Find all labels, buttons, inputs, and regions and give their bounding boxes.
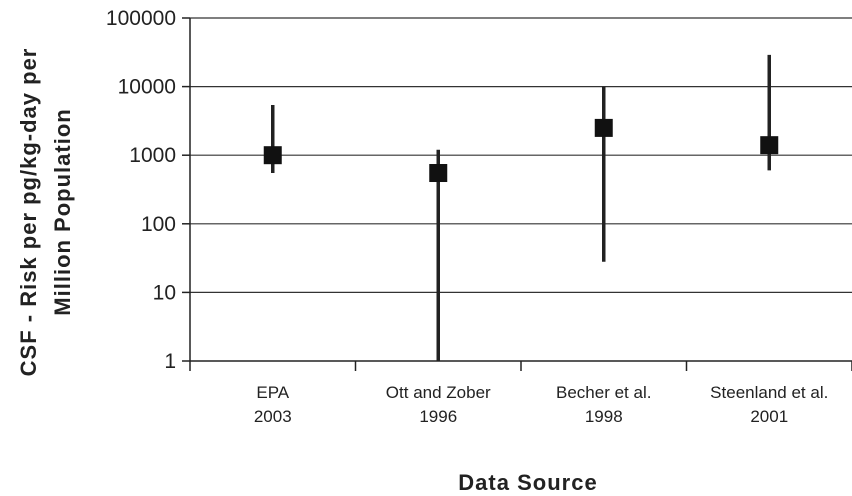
y-tick-label: 100 [141,213,176,236]
gridlines [190,17,852,293]
y-axis-title-line-1: CSF - Risk per pg/kg-day per [16,48,41,377]
data-point-marker [594,118,613,137]
x-axis-ticks: EPA 2003 Ott and Zober 1996 Becher et al. 199… [189,361,852,426]
x-tick-label-line-1: EPA [256,383,289,402]
data-marks [263,54,779,361]
data-point-marker [263,146,282,165]
x-tick-label-line-1: Ott and Zober [386,383,491,402]
x-axis-title: Data Source [458,470,597,495]
y-axis-title-line-2: Million Population [50,108,75,315]
x-tick-label-line-2: 1998 [585,407,623,426]
data-point-marker [429,164,448,183]
y-axis-ticks: 1 10 100 1000 10000 100000 [106,7,190,373]
x-tick-label-line-1: Becher et al. [556,383,651,402]
x-tick-label-line-2: 2003 [254,407,292,426]
y-tick-label: 1 [164,350,176,373]
x-tick-label-line-1: Steenland et al. [710,383,828,402]
y-tick-label: 10000 [118,76,176,99]
x-tick-label-line-2: 2001 [750,407,788,426]
y-tick-label: 1000 [129,144,176,167]
data-point-marker [760,136,779,155]
x-tick-label-line-2: 1996 [419,407,457,426]
y-tick-label: 10 [153,281,176,304]
y-tick-label: 100000 [106,7,176,30]
